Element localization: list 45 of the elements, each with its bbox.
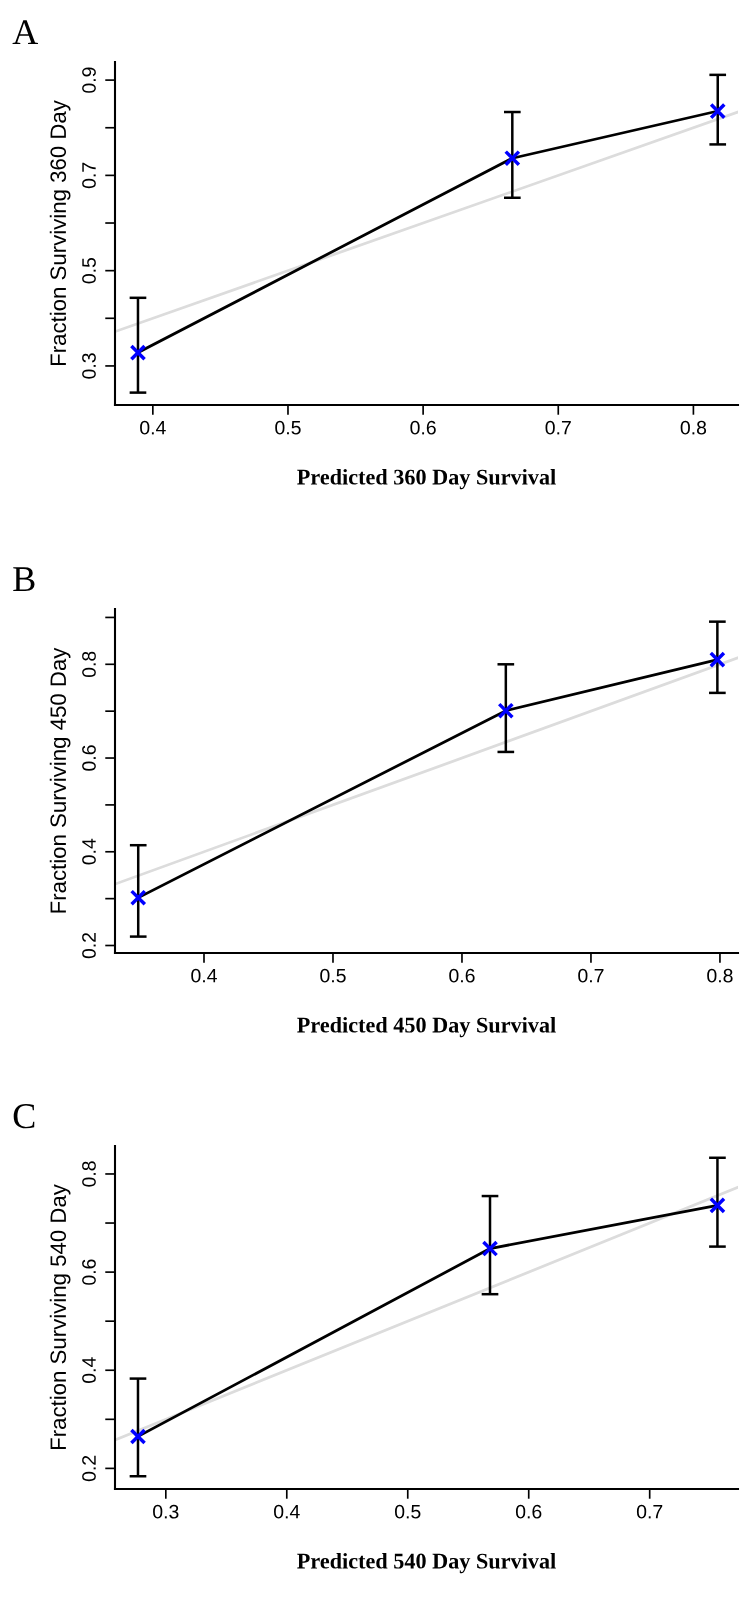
chart-title: C xyxy=(13,1104,35,1129)
y-tick-label: 0.2 xyxy=(82,1455,96,1482)
x-tick-label: 0.4 xyxy=(140,420,166,435)
x-axis-title: Predicted 450 Day Survival xyxy=(297,1016,556,1038)
x-tick-label: 0.5 xyxy=(395,1504,421,1519)
y-tick-label: 0.9 xyxy=(82,67,96,93)
y-tick-label: 0.8 xyxy=(82,1161,96,1187)
x-axis-title: Predicted 540 Day Survival xyxy=(297,1552,556,1574)
x-tick-label: 0.6 xyxy=(515,1504,542,1519)
x-tick-label: 0.5 xyxy=(275,420,301,435)
y-tick-label: 0.6 xyxy=(82,745,96,771)
y-tick-label: 0.8 xyxy=(82,651,96,678)
x-tick-label: 0.4 xyxy=(274,1504,300,1519)
point xyxy=(497,702,515,720)
y-axis-title: Fraction Surviving 450 Day xyxy=(49,647,71,913)
x-tick-label: 0.8 xyxy=(707,968,733,983)
point xyxy=(503,149,521,167)
y-axis-title: Fraction Surviving 540 Day xyxy=(49,1184,71,1450)
point xyxy=(129,889,147,907)
x-tick-label: 0.4 xyxy=(191,968,217,983)
y-tick-label: 0.7 xyxy=(82,162,96,189)
point xyxy=(709,102,727,120)
y-tick-label: 0.4 xyxy=(82,1357,96,1383)
y-axis-title: Fraction Surviving 360 Day xyxy=(49,100,71,366)
y-tick-label: 0.3 xyxy=(82,353,96,379)
chart-title: B xyxy=(13,567,35,592)
x-tick-label: 0.7 xyxy=(636,1504,663,1519)
x-tick-label: 0.8 xyxy=(680,420,707,435)
x-tick-label: 0.6 xyxy=(410,420,436,435)
y-tick-label: 0.6 xyxy=(82,1259,96,1285)
point xyxy=(129,1428,147,1445)
x-tick-label: 0.7 xyxy=(578,968,604,983)
chart-title: A xyxy=(12,20,39,45)
y-tick-label: 0.2 xyxy=(82,932,96,959)
x-tick-label: 0.6 xyxy=(449,968,475,983)
x-tick-label: 0.5 xyxy=(320,968,346,983)
point xyxy=(481,1240,499,1257)
point xyxy=(709,1197,726,1214)
x-tick-label: 0.3 xyxy=(153,1504,179,1519)
x-tick-label: 0.7 xyxy=(545,420,571,435)
y-tick-label: 0.5 xyxy=(82,257,96,284)
point xyxy=(129,344,147,361)
x-axis-title: Predicted 360 Day Survival xyxy=(297,468,556,490)
point xyxy=(709,651,726,668)
y-tick-label: 0.4 xyxy=(82,838,96,865)
